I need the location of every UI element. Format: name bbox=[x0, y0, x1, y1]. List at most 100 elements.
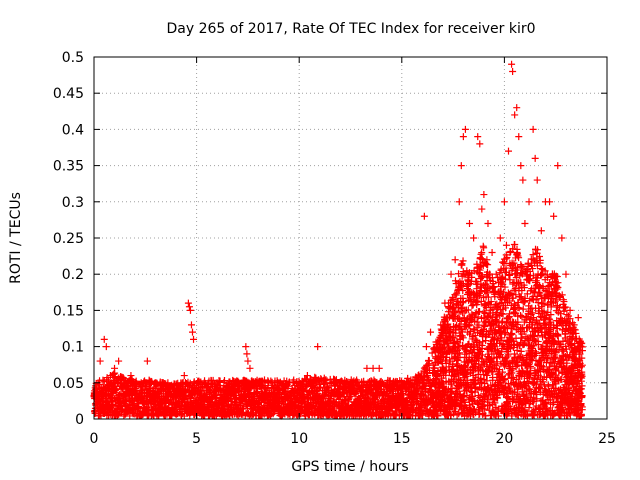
data-point bbox=[508, 324, 516, 332]
data-point bbox=[487, 298, 495, 306]
data-point bbox=[483, 256, 491, 264]
data-point bbox=[563, 311, 571, 319]
data-point bbox=[470, 326, 478, 334]
data-point bbox=[498, 317, 506, 325]
data-point bbox=[546, 365, 554, 373]
data-point bbox=[430, 397, 438, 405]
data-point bbox=[526, 369, 534, 377]
data-point bbox=[550, 353, 558, 361]
data-point bbox=[501, 330, 509, 338]
data-point bbox=[552, 371, 560, 379]
data-point bbox=[344, 397, 352, 405]
data-point bbox=[468, 392, 476, 400]
data-point bbox=[499, 341, 507, 349]
data-point bbox=[502, 354, 510, 362]
data-point bbox=[533, 395, 541, 403]
data-point bbox=[458, 261, 466, 269]
data-point bbox=[501, 283, 509, 291]
data-point bbox=[513, 361, 521, 369]
data-point bbox=[450, 365, 458, 373]
data-point bbox=[514, 318, 522, 326]
data-point bbox=[525, 276, 533, 284]
data-point bbox=[474, 298, 482, 306]
data-point bbox=[505, 320, 513, 328]
data-point bbox=[476, 383, 484, 391]
data-point bbox=[506, 249, 514, 257]
data-point bbox=[521, 294, 529, 302]
data-point bbox=[540, 299, 548, 307]
data-point bbox=[485, 406, 493, 414]
data-point bbox=[501, 375, 509, 383]
data-point bbox=[485, 398, 493, 406]
data-point bbox=[433, 372, 441, 380]
data-point bbox=[478, 249, 486, 257]
data-point bbox=[544, 345, 552, 353]
data-point bbox=[501, 275, 509, 283]
data-point bbox=[239, 404, 247, 412]
data-point bbox=[541, 400, 549, 408]
data-point bbox=[562, 345, 570, 353]
chart-title: Day 265 of 2017, Rate Of TEC Index for r… bbox=[166, 21, 535, 37]
data-point bbox=[484, 261, 492, 269]
data-point bbox=[464, 306, 472, 314]
data-point bbox=[497, 279, 505, 287]
data-point bbox=[461, 398, 469, 406]
data-point bbox=[547, 311, 555, 319]
data-point bbox=[534, 340, 542, 348]
data-point bbox=[530, 342, 538, 350]
data-point bbox=[463, 381, 471, 389]
data-point bbox=[459, 286, 467, 294]
data-point bbox=[290, 376, 298, 384]
data-point bbox=[500, 376, 508, 384]
data-point bbox=[434, 412, 442, 420]
data-point bbox=[529, 309, 537, 317]
data-point bbox=[452, 329, 460, 337]
data-point bbox=[479, 338, 487, 346]
data-point bbox=[504, 350, 512, 358]
data-point bbox=[535, 282, 543, 290]
data-point bbox=[424, 371, 432, 379]
data-point bbox=[529, 265, 537, 273]
data-point bbox=[523, 290, 531, 298]
data-point bbox=[439, 397, 447, 405]
data-point bbox=[439, 344, 447, 352]
data-point bbox=[515, 254, 523, 262]
data-point bbox=[473, 285, 481, 293]
data-point bbox=[512, 291, 520, 299]
data-point bbox=[523, 412, 531, 420]
data-point bbox=[363, 394, 371, 402]
data-point bbox=[538, 309, 546, 317]
data-point bbox=[534, 246, 542, 254]
data-point bbox=[488, 355, 496, 363]
data-point bbox=[508, 412, 516, 420]
data-point bbox=[536, 252, 544, 260]
data-point bbox=[480, 244, 488, 252]
data-point bbox=[526, 362, 534, 370]
data-point bbox=[455, 270, 463, 278]
data-point bbox=[552, 290, 560, 298]
data-point bbox=[562, 303, 570, 311]
data-point bbox=[535, 384, 543, 392]
data-point bbox=[537, 385, 545, 393]
data-point bbox=[482, 318, 490, 326]
data-point bbox=[284, 382, 292, 390]
data-point bbox=[311, 373, 319, 381]
data-point bbox=[444, 320, 452, 328]
data-point bbox=[491, 399, 499, 407]
data-point bbox=[529, 251, 537, 259]
data-point bbox=[560, 298, 568, 306]
data-point bbox=[493, 358, 501, 366]
data-point bbox=[455, 375, 463, 383]
data-point bbox=[529, 353, 537, 361]
data-point bbox=[321, 390, 329, 398]
data-point bbox=[468, 302, 476, 310]
data-point bbox=[511, 241, 519, 249]
data-point bbox=[449, 295, 457, 303]
data-point bbox=[506, 386, 514, 394]
data-point bbox=[514, 299, 522, 307]
data-point bbox=[545, 354, 553, 362]
data-point bbox=[221, 377, 228, 385]
data-points bbox=[90, 60, 586, 420]
data-point bbox=[514, 252, 522, 260]
data-point bbox=[209, 376, 217, 384]
